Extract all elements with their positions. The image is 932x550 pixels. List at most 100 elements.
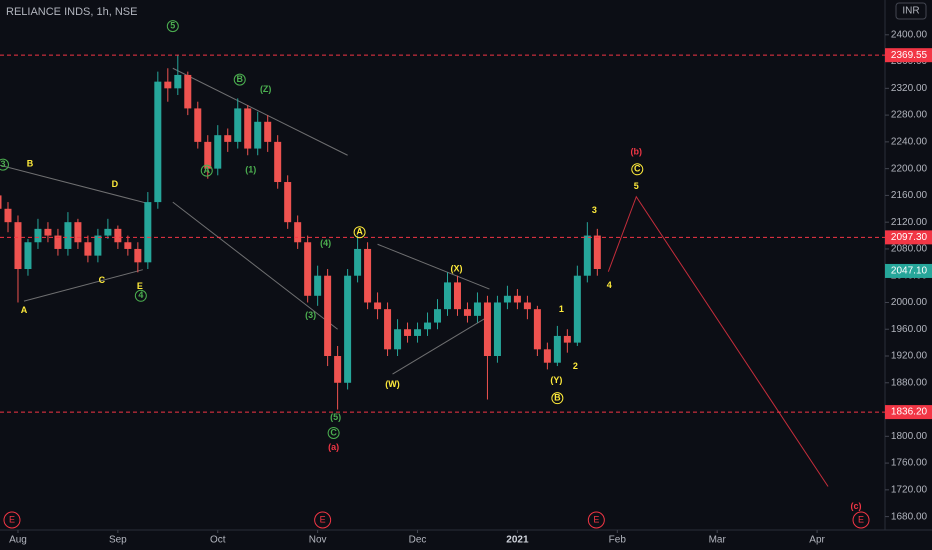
y-tick-label: 2200.00: [891, 163, 928, 174]
candle-body: [543, 349, 551, 363]
candle-body: [274, 141, 282, 183]
y-tick-label: 2280.00: [891, 110, 928, 121]
x-tick-label: Apr: [809, 535, 825, 546]
last-price-label: 2047.10: [891, 266, 928, 277]
candle-body: [434, 309, 442, 323]
event-marker[interactable]: [852, 511, 870, 529]
candle-body: [424, 322, 432, 330]
currency-label[interactable]: INR: [902, 6, 919, 17]
annotation-circle: [233, 73, 246, 86]
level-label: 2097.30: [891, 232, 928, 243]
annotation: 3: [592, 205, 597, 215]
candle-body: [374, 302, 382, 310]
x-tick-label: Sep: [109, 535, 127, 546]
annotation: D: [112, 179, 119, 189]
trend-line: [377, 243, 490, 290]
event-label: E: [320, 514, 326, 524]
level-label: 2369.55: [891, 50, 928, 61]
annotation: (1): [245, 164, 256, 174]
annotation-circle: [551, 392, 564, 405]
annotation-circle: [353, 226, 366, 239]
candle-body: [14, 222, 22, 270]
candle-body: [593, 235, 601, 270]
candle-body: [114, 228, 122, 243]
level-label: 1836.20: [891, 407, 928, 418]
last-price-box: [885, 263, 932, 278]
event-marker[interactable]: [587, 511, 605, 529]
annotation: A: [356, 227, 363, 237]
y-tick-label: 1680.00: [891, 511, 928, 522]
candle-body: [533, 309, 541, 350]
annotation: 1: [559, 304, 564, 314]
annotation: B: [27, 158, 34, 168]
candle-body: [124, 242, 132, 249]
candle-body: [324, 275, 332, 357]
annotation: 2: [573, 361, 578, 371]
annotation: A: [21, 305, 28, 315]
candle-body: [234, 108, 242, 142]
candle-body: [384, 309, 392, 350]
candle-body: [34, 228, 42, 243]
candle-body: [553, 335, 561, 363]
level-box: [885, 230, 932, 245]
candle-body: [563, 335, 571, 343]
annotation: 5: [634, 181, 639, 191]
annotation: E: [137, 281, 143, 291]
candle-body: [164, 81, 172, 89]
candle-body: [284, 182, 292, 223]
candle-body: [493, 302, 501, 357]
annotation: 3: [0, 159, 5, 169]
y-tick-label: 1960.00: [891, 324, 928, 335]
y-tick-label: 1880.00: [891, 377, 928, 388]
candle-body: [394, 329, 402, 350]
candle-body: [364, 248, 372, 303]
candle-body: [334, 356, 342, 383]
candle-body: [244, 108, 252, 149]
annotation: C: [634, 164, 641, 174]
x-tick-label: Mar: [709, 535, 727, 546]
annotation: (b): [631, 146, 643, 156]
candle-body: [0, 195, 2, 209]
currency-button[interactable]: [895, 2, 927, 20]
candle-body: [523, 302, 531, 310]
annotation: (c): [851, 501, 862, 511]
candle-body: [443, 282, 451, 310]
annotation: C: [330, 427, 337, 437]
annotation: (5): [330, 412, 341, 422]
annotation: B: [554, 393, 561, 403]
trend-line: [172, 67, 348, 156]
annotation: A: [204, 165, 211, 175]
event-label: E: [9, 514, 15, 524]
annotation: (X): [450, 263, 462, 273]
candle-body: [24, 242, 32, 270]
y-tick-label: 1760.00: [891, 458, 928, 469]
x-tick-label: Oct: [210, 535, 226, 546]
level-box: [885, 48, 932, 63]
trend-line: [392, 315, 490, 375]
annotation: 5: [170, 20, 175, 30]
candle-body: [104, 228, 112, 236]
event-marker[interactable]: [314, 511, 332, 529]
annotation-circle: [631, 163, 644, 176]
x-tick-label: Nov: [309, 535, 327, 546]
candle-body: [294, 222, 302, 243]
candle-body: [144, 202, 152, 263]
candle-body: [84, 242, 92, 256]
event-marker[interactable]: [3, 511, 21, 529]
annotation: 4: [138, 290, 143, 300]
annotation-circle: [0, 158, 9, 171]
candle-body: [573, 275, 581, 343]
candle-body: [453, 282, 461, 310]
candle-body: [54, 235, 62, 249]
candle-body: [94, 235, 102, 256]
y-tick-label: 2000.00: [891, 297, 928, 308]
x-tick-label: Aug: [9, 535, 27, 546]
annotation: (4): [320, 238, 331, 248]
candle-body: [354, 248, 362, 276]
candle-body: [204, 141, 212, 169]
annotation-circle: [134, 289, 147, 302]
candle-body: [513, 295, 521, 303]
